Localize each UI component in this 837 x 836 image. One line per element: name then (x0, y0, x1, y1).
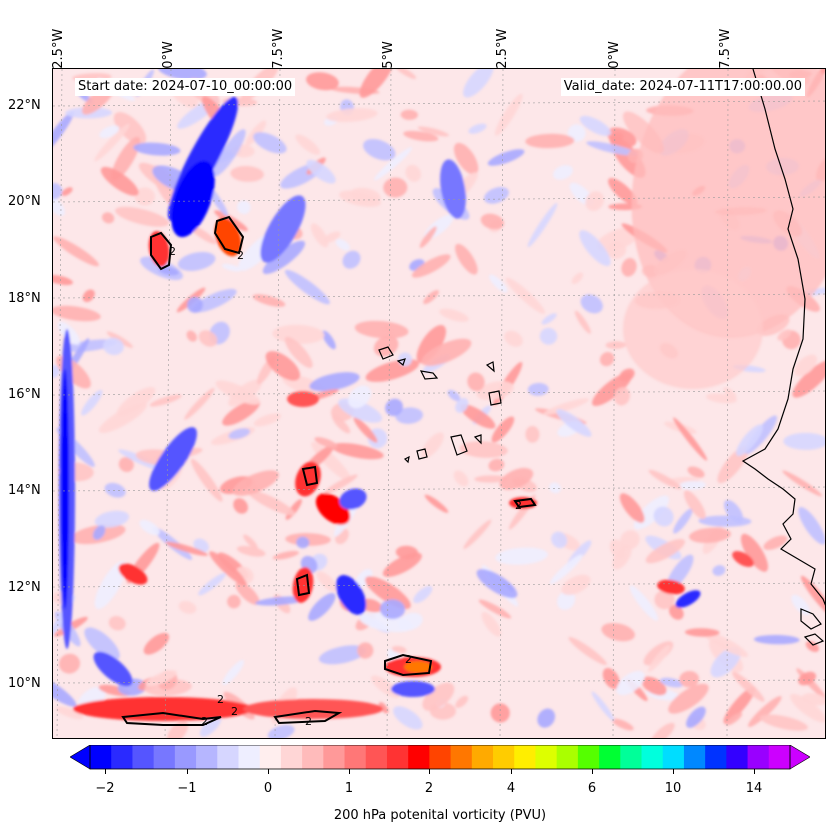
colorbar-swatch (514, 745, 536, 769)
coastlines (378, 69, 825, 646)
svg-text:2: 2 (217, 693, 224, 706)
valid-date-label: Valid_date: 2024-07-11T17:00:00.00 (560, 78, 805, 96)
lat-label: 22°N (8, 98, 41, 113)
colorbar-swatch (196, 745, 218, 769)
colorbar-swatch (726, 745, 749, 769)
colorbar-tick-mark (429, 769, 430, 774)
svg-text:2: 2 (405, 653, 412, 666)
colorbar-swatch (577, 745, 600, 769)
colorbar-swatch (386, 745, 409, 769)
lat-label: 18°N (8, 291, 41, 306)
colorbar-swatch (705, 745, 727, 769)
colorbar-tick-mark (592, 769, 593, 774)
colorbar-swatch (556, 745, 579, 769)
colorbar-swatch (450, 745, 473, 769)
colorbar-swatch (620, 745, 643, 769)
colorbar-swatch (599, 745, 621, 769)
colorbar-tick-label: 1 (344, 781, 354, 796)
colorbar-swatch (259, 745, 282, 769)
colorbar-title: 200 hPa potenital vorticity (PVU) (333, 808, 547, 823)
colorbar-swatch (683, 745, 706, 769)
colorbar-min-extension (70, 745, 91, 770)
colorbar-tick-mark (673, 769, 674, 774)
colorbar-tick-mark (511, 769, 512, 774)
lat-label: 20°N (8, 194, 41, 209)
colorbar-swatch (238, 745, 261, 769)
colorbar-swatch (90, 745, 112, 769)
colorbar-tick-label: 2 (424, 781, 434, 796)
colorbar-tick-mark (349, 769, 350, 774)
lat-label: 16°N (8, 387, 41, 402)
lat-label: 10°N (8, 676, 41, 691)
colorbar-swatch (344, 745, 367, 769)
colorbar-swatch (641, 745, 664, 769)
colorbar-swatch (471, 745, 494, 769)
colorbar-tick-label: 10 (664, 781, 682, 796)
colorbar-swatch (429, 745, 452, 769)
colorbar-swatch (153, 745, 176, 769)
colorbar-tick-label: 4 (506, 781, 516, 796)
svg-text:2: 2 (201, 715, 208, 728)
lat-label: 14°N (8, 483, 41, 498)
colorbar-tick-mark (754, 769, 755, 774)
colorbar-swatch (768, 745, 791, 769)
pv-2-contours (121, 215, 537, 726)
colorbar-swatch (132, 745, 155, 769)
pv-field-map: 2 2 2 2 2 2 2 2 (53, 69, 825, 738)
contour-labels: 2 2 2 2 2 2 2 2 (169, 245, 522, 728)
colorbar-tick-label: −2 (95, 781, 115, 796)
svg-text:2: 2 (237, 249, 244, 262)
svg-text:2: 2 (515, 499, 522, 512)
colorbar-tick-mark (105, 769, 106, 774)
colorbar-swatch (280, 745, 303, 769)
colorbar-swatch (111, 745, 133, 769)
lat-label: 12°N (8, 580, 41, 595)
colorbar-max-extension (789, 745, 810, 770)
start-date-label: Start date: 2024-07-10_00:00:00 (75, 78, 296, 96)
colorbar-swatch (323, 745, 346, 769)
colorbar-swatch (302, 745, 324, 769)
colorbar-swatch (408, 745, 430, 769)
map-panel: 2 2 2 2 2 2 2 2 Start date: 2024-07-10_0… (52, 68, 826, 739)
colorbar-swatch (174, 745, 197, 769)
colorbar-tick-mark (268, 769, 269, 774)
colorbar-swatch (662, 745, 685, 769)
graticule (53, 69, 825, 738)
colorbar-swatch (747, 745, 770, 769)
colorbar-tick-label: −1 (177, 781, 197, 796)
colorbar (70, 745, 810, 770)
colorbar-tick-label: 0 (263, 781, 273, 796)
colorbar-swatch (535, 745, 558, 769)
colorbar-tick-label: 14 (745, 781, 763, 796)
colorbar-tick-label: 6 (587, 781, 597, 796)
colorbar-swatch (365, 745, 388, 769)
colorbar-swatch (217, 745, 239, 769)
colorbar-swatch (493, 745, 515, 769)
svg-text:2: 2 (169, 245, 176, 258)
colorbar-tick-mark (187, 769, 188, 774)
svg-text:2: 2 (231, 705, 238, 718)
svg-text:2: 2 (305, 715, 312, 728)
pv-contour-fill (53, 69, 825, 738)
